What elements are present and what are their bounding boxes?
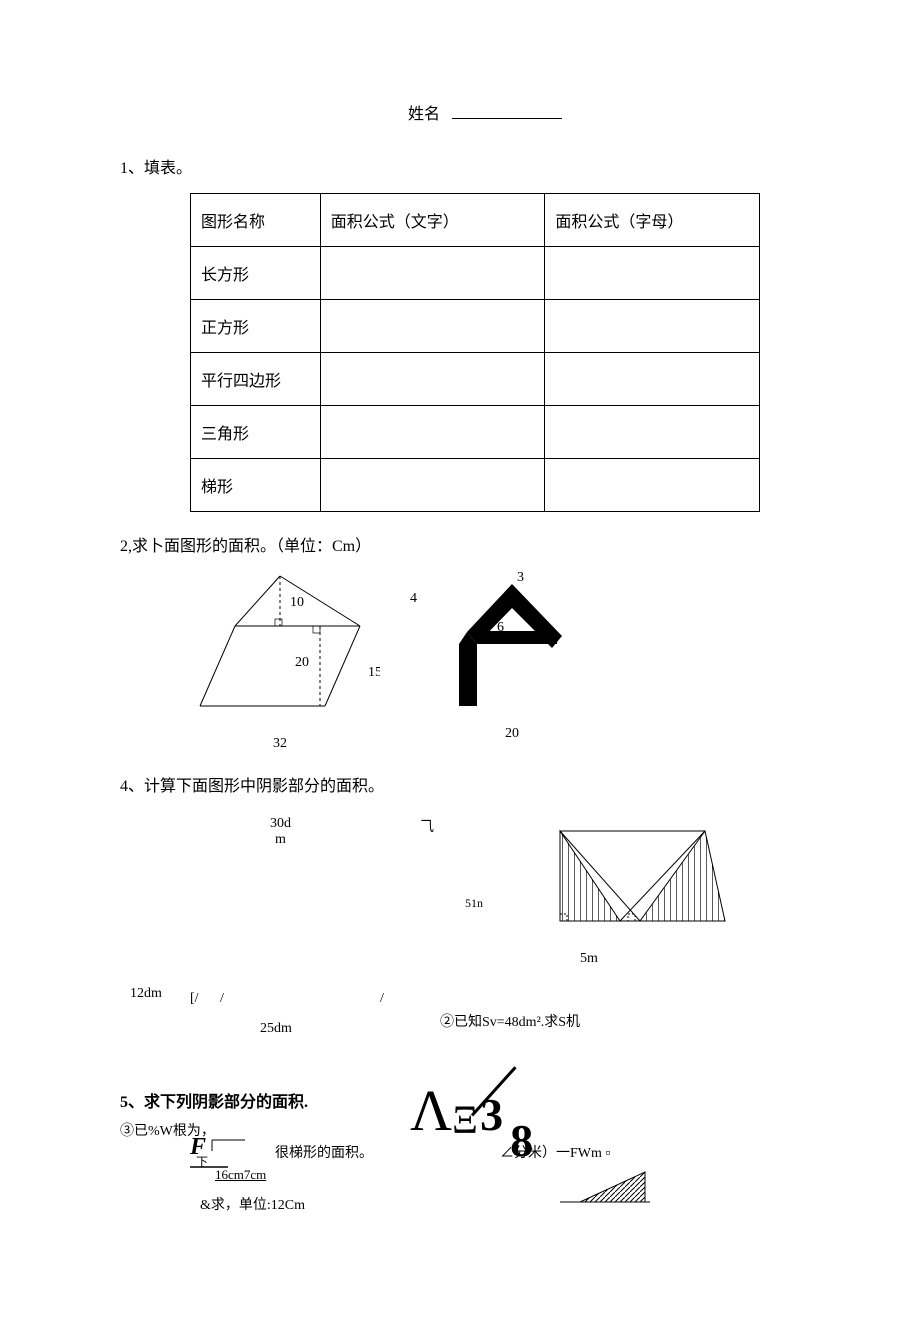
q4-30dm-label: 30dm <box>270 816 291 848</box>
q2-text: 2,求卜面图形的面积。（单位：Cm） <box>120 538 371 555</box>
q1-text: 1、填表。 <box>120 160 192 177</box>
figure-1: 10 20 15 32 <box>180 566 380 752</box>
q5-content: ③已%W根为， F 下 很梯形的面积。 16cm7cm &求，单位:12Cm Λ… <box>120 1112 800 1272</box>
figures-row: 10 20 15 32 4 3 6 20 <box>180 566 800 752</box>
fig1-label-15: 15 <box>368 665 380 680</box>
row-name: 平行四边形 <box>191 353 321 406</box>
header-text: 面积公式（文字） <box>320 194 545 247</box>
header-name: 图形名称 <box>191 194 321 247</box>
row-name: 梯形 <box>191 459 321 512</box>
fig1-label-10: 10 <box>290 595 304 610</box>
fig1-extra-label: 4 <box>410 591 417 607</box>
fig2-label-3: 3 <box>517 570 524 585</box>
q4-slash2: / <box>220 991 224 1007</box>
row-text[interactable] <box>320 300 545 353</box>
fig1-bottom-label: 32 <box>180 736 380 752</box>
q5-qiu: &求，单位:12Cm <box>200 1194 305 1214</box>
q4-12dm-label: 12dm <box>130 986 162 1002</box>
xi-symbol: Ξ <box>452 1096 478 1143</box>
fig2-bottom-label: 20 <box>447 726 577 742</box>
row-text[interactable] <box>320 459 545 512</box>
row-text[interactable] <box>320 247 545 300</box>
question-2: 2,求卜面图形的面积。（单位：Cm） <box>120 532 800 556</box>
svg-text:下: 下 <box>196 1155 208 1169</box>
row-letter[interactable] <box>545 459 760 512</box>
name-label: 姓名 <box>408 106 440 123</box>
q4-right-text: ②已知Sv=48dm².求S机 <box>440 1011 580 1031</box>
q4-51n-label: 51n <box>465 896 483 911</box>
row-letter[interactable] <box>545 300 760 353</box>
header-letter: 面积公式（字母） <box>545 194 760 247</box>
figure-2-svg: 3 6 <box>447 566 577 716</box>
q4-right-svg <box>550 821 730 941</box>
question-1: 1、填表。 <box>120 154 800 178</box>
q4-text: 4、计算下面图形中阴影部分的面积。 <box>120 778 384 795</box>
table-row: 三角形 <box>191 406 760 459</box>
formula-table: 图形名称 面积公式（文字） 面积公式（字母） 长方形 正方形 平行四边形 三角形… <box>190 193 760 512</box>
row-letter[interactable] <box>545 406 760 459</box>
three-symbol: 3 <box>480 1088 503 1141</box>
table-row: 长方形 <box>191 247 760 300</box>
q5-hatch-svg <box>560 1167 660 1217</box>
q4-dragon: ⺄ <box>420 816 434 836</box>
q5-text: 5、求下列阴影部分的面积. <box>120 1094 308 1111</box>
table-header-row: 图形名称 面积公式（文字） 面积公式（字母） <box>191 194 760 247</box>
row-text[interactable] <box>320 353 545 406</box>
q4-content: 30dm ⺄ 51n 5m 12dm [/ / / 25dm ②已知Sv=48d… <box>130 806 800 1076</box>
figure-1-svg: 10 20 15 <box>180 566 380 726</box>
row-text[interactable] <box>320 406 545 459</box>
name-underline[interactable] <box>452 118 562 119</box>
row-letter[interactable] <box>545 353 760 406</box>
q5-fenmi: ∠分米）一FWm ▫ <box>500 1142 610 1162</box>
q4-slash1: [/ <box>190 991 199 1007</box>
row-letter[interactable] <box>545 247 760 300</box>
q4-slash3: / <box>380 991 384 1007</box>
name-field: 姓名 <box>170 100 800 124</box>
table-row: 平行四边形 <box>191 353 760 406</box>
q5-left-svg: F 下 <box>190 1132 270 1172</box>
row-name: 长方形 <box>191 247 321 300</box>
q4-25dm-label: 25dm <box>260 1021 292 1037</box>
q5-hatch-figure <box>560 1167 660 1222</box>
q5-16cm-label: 16cm7cm <box>215 1167 266 1183</box>
fig1-label-20: 20 <box>295 655 309 670</box>
q4-right-figure <box>550 821 730 946</box>
figure-2: 3 6 20 <box>447 566 577 742</box>
q4-5m-label: 5m <box>580 951 598 967</box>
lambda-symbol: Λ <box>410 1078 452 1143</box>
question-4: 4、计算下面图形中阴影部分的面积。 <box>120 772 800 796</box>
row-name: 三角形 <box>191 406 321 459</box>
q5-tixing: 很梯形的面积。 <box>275 1142 373 1162</box>
table-row: 正方形 <box>191 300 760 353</box>
table-row: 梯形 <box>191 459 760 512</box>
row-name: 正方形 <box>191 300 321 353</box>
